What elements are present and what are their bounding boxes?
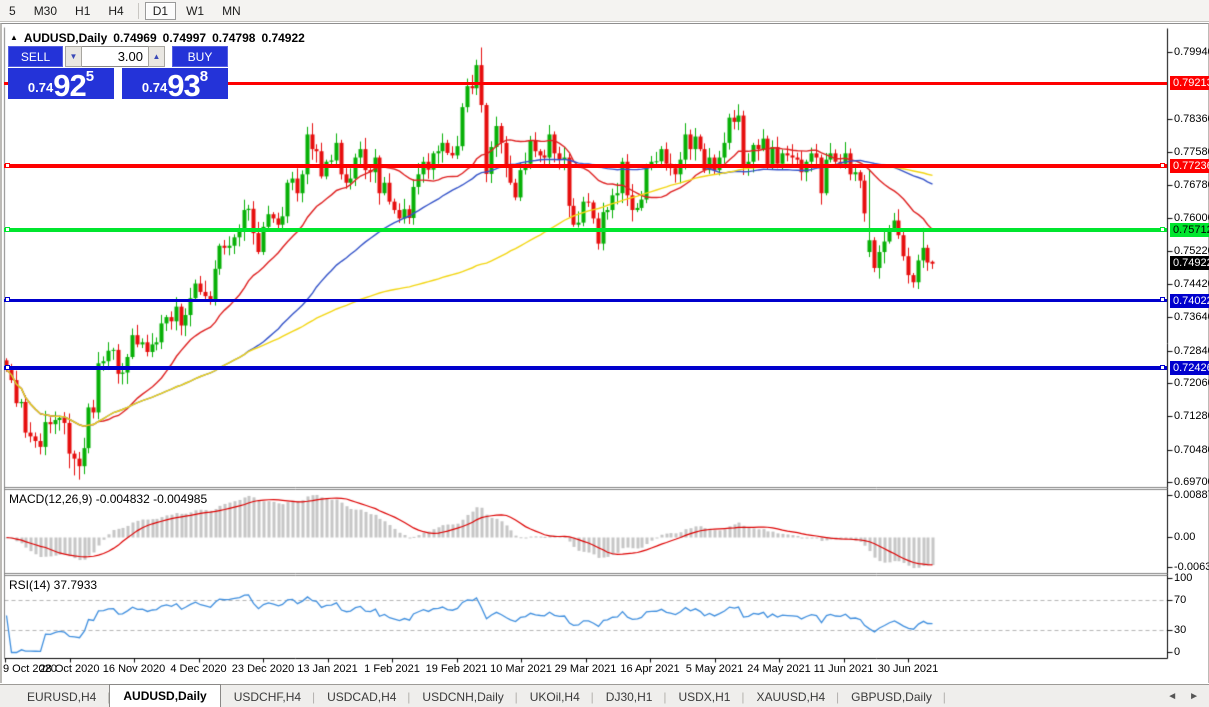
rsi-tick-label: 0 [1174,646,1181,658]
hline-price-label: 0.77236 [1170,159,1209,174]
ohlc-close: 0.74922 [261,31,305,45]
ohlc-low: 0.74798 [212,31,256,45]
date-tick-label: 1 Feb 2021 [364,663,420,675]
date-tick-label: 16 Apr 2021 [620,663,680,675]
ask-price-button[interactable]: 0.74 93 8 [122,67,228,103]
horizontal-line-079213[interactable] [4,81,1167,85]
line-handle-left[interactable] [5,297,10,303]
horizontal-line-075712[interactable] [4,226,1167,233]
current-price-label: 0.74922 [1170,256,1209,271]
macd-tick-label: 0.008871 [1174,489,1209,501]
horizontal-line-072426[interactable] [4,364,1167,371]
line-handle-left[interactable] [5,226,10,232]
bid-price-button[interactable]: 0.74 92 5 [8,67,114,103]
rsi-tick-label: 30 [1174,623,1187,636]
rsi-tick-label: 70 [1174,594,1187,607]
ask-price-pipette: 8 [199,68,209,85]
line-handle-left[interactable] [5,364,10,370]
date-tick-label: 4 Dec 2020 [170,663,227,675]
rsi-label: RSI(14) 37.7933 [9,578,98,592]
symbol-ohlc-header[interactable]: ▲ AUDUSD,Daily 0.74969 0.74997 0.74798 0… [10,31,309,45]
line-handle-right[interactable] [1160,226,1165,232]
macd-tick-label: -0.00632 [1174,560,1209,573]
hline-price-label: 0.72426 [1170,361,1209,376]
ohlc-high: 0.74997 [162,31,207,45]
ask-price-prefix: 0.74 [141,80,168,95]
symbol-title: AUDUSD,Daily [23,31,108,45]
date-tick-label: 23 Dec 2020 [231,663,295,675]
chart-tab-audusddaily[interactable]: AUDUSD,Daily [109,684,221,707]
date-tick-label: 28 Oct 2020 [39,663,100,675]
macd-label: MACD(12,26,9) -0.004832 -0.004985 [9,492,208,506]
ask-price-big: 93 [167,67,200,103]
buy-button[interactable]: BUY [172,46,228,67]
ohlc-open: 0.74969 [113,31,157,45]
volume-decrease-icon[interactable]: ▼ [65,46,82,67]
bid-price-big: 92 [53,67,86,103]
line-handle-right[interactable] [1160,297,1165,303]
macd-tick-label: 0.00 [1174,531,1196,543]
date-tick-label: 13 Jan 2021 [297,663,358,675]
horizontal-line-074022[interactable] [4,297,1167,303]
collapse-icon[interactable]: ▲ [10,32,18,42]
sell-button[interactable]: SELL [8,46,63,67]
volume-input[interactable] [82,46,148,67]
one-click-trading-panel: SELL ▼ ▲ BUY 0.74 92 5 0.74 93 8 [8,46,228,103]
line-handle-left[interactable] [5,162,10,168]
date-tick-label: 9 Oct 2020 [3,663,57,675]
bid-price-pipette: 5 [85,68,95,85]
date-tick-label: 19 Feb 2021 [425,663,488,675]
rsi-tick-label: 100 [1174,572,1193,584]
bid-price-prefix: 0.74 [27,80,54,95]
date-tick-label: 24 May 2021 [747,663,811,675]
hline-price-label: 0.74022 [1170,293,1209,308]
horizontal-line-077236[interactable] [4,162,1167,169]
line-handle-right[interactable] [1160,364,1165,370]
date-tick-label: 30 Jun 2021 [877,663,939,675]
date-tick-label: 16 Nov 2020 [102,663,166,675]
volume-increase-icon[interactable]: ▲ [148,46,165,67]
line-handle-right[interactable] [1160,162,1165,168]
date-tick-label: 10 Mar 2021 [490,663,552,675]
hline-price-label: 0.75712 [1170,223,1209,238]
date-tick-label: 5 May 2021 [685,663,744,675]
hline-price-label: 0.79213 [1170,76,1209,90]
date-tick-label: 29 Mar 2021 [554,663,617,675]
date-tick-label: 11 Jun 2021 [813,663,874,675]
